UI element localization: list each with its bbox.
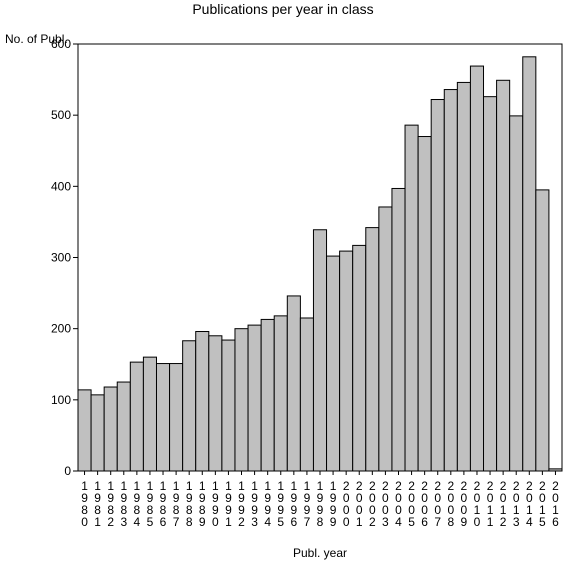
bar-1982: [103, 386, 118, 472]
bar-1983: [116, 381, 131, 472]
y-tick-label: 600: [51, 37, 71, 51]
bar-1980: [77, 389, 92, 472]
bar-2007: [430, 99, 445, 472]
bar-1985: [142, 356, 157, 472]
bar-1988: [182, 340, 197, 472]
bar-1995: [273, 315, 288, 472]
y-tick-label: 300: [51, 251, 71, 265]
bar-1987: [169, 363, 184, 472]
bar-1992: [234, 328, 249, 472]
bar-2015: [535, 189, 550, 472]
y-axis: 0 100 200 300 400 500 600: [51, 37, 78, 478]
bar-2003: [378, 206, 393, 472]
bar-1991: [221, 339, 236, 472]
bar-2004: [391, 187, 406, 472]
bar-2002: [365, 227, 380, 472]
x-axis: 1 9 8 0 1 9 8 1 1 9 8 2 1 9 8 3 1 9 8 4 1 9 8 5 1 9 8 6 1 9 8 7 1 9 8 8 1 9 8 9…: [81, 471, 559, 529]
bar-1994: [260, 318, 275, 472]
bar-1996: [286, 295, 301, 472]
bar-2001: [352, 244, 367, 472]
bar-2009: [456, 81, 471, 472]
bar-2013: [509, 115, 524, 472]
bar-1997: [299, 317, 314, 472]
y-tick-label: 500: [51, 108, 71, 122]
bar-2000: [339, 250, 354, 472]
y-tick-label: 0: [64, 464, 71, 478]
chart-title: Publications per year in class: [192, 1, 373, 17]
bar-1984: [129, 361, 144, 472]
bar-1986: [155, 363, 171, 472]
bar-1998: [312, 229, 328, 472]
bar-2011: [483, 96, 498, 472]
bar-2012: [496, 79, 511, 472]
bar-2005: [404, 124, 419, 472]
bar-1993: [247, 324, 262, 472]
y-tick-label: 200: [51, 322, 71, 336]
y-axis-label: No. of Publ.: [5, 32, 68, 46]
bars: [77, 56, 563, 472]
bar-1981: [90, 394, 105, 472]
bar-1990: [208, 335, 223, 472]
bar-2014: [522, 56, 537, 472]
bar-1989: [195, 331, 210, 472]
x-axis-label: Publ. year: [293, 546, 347, 560]
y-tick-label: 100: [51, 393, 71, 407]
y-tick-label: 400: [51, 179, 71, 193]
bar-1999: [326, 255, 341, 472]
bar-2006: [417, 136, 432, 472]
bar-2008: [443, 89, 458, 472]
bar-2010: [469, 65, 485, 472]
